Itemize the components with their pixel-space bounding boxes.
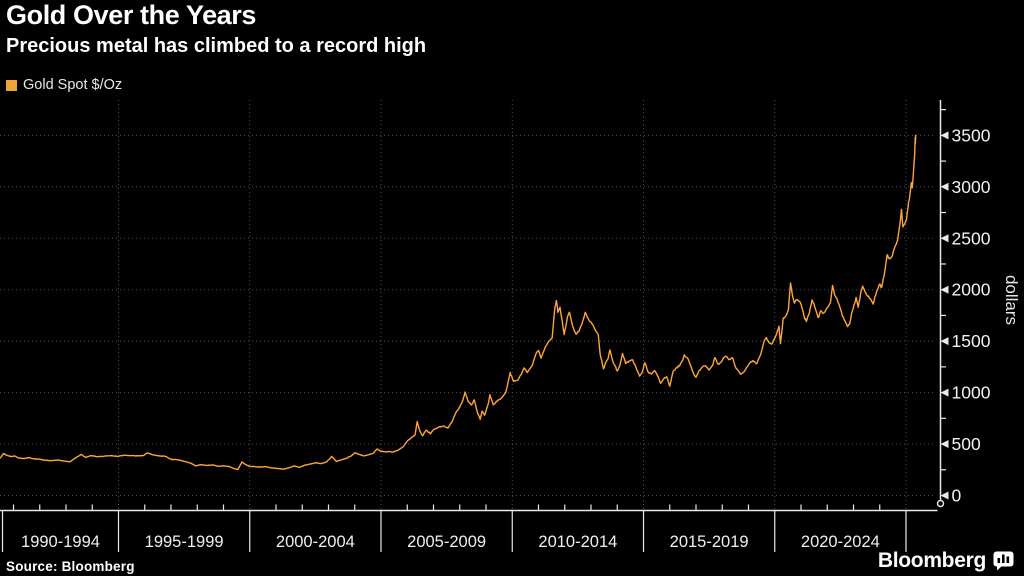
y-axis-major-tick [940,388,949,397]
y-axis-major-tick [940,234,949,243]
y-axis-major-tick [940,131,949,140]
x-axis-group-label: 1990-1994 [21,533,100,551]
y-axis-major-tick [940,491,949,500]
chart-title: Gold Over the Years [6,0,257,30]
source-attribution: Source: Bloomberg [6,559,135,574]
y-axis-end-circle [936,499,945,508]
x-axis-group-label: 2015-2019 [670,533,749,551]
y-axis-tick-label: 1000 [952,383,991,403]
x-axis-group-label: 2005-2009 [407,533,486,551]
y-axis-tick-label: 500 [952,434,981,454]
legend-series-label: Gold Spot $/Oz [23,77,123,93]
y-axis-major-tick [940,337,949,346]
x-axis-group-label: 2010-2014 [538,533,617,551]
x-axis-group-label: 2000-2004 [276,533,355,551]
y-axis-major-tick [940,182,949,191]
x-axis-group-label: 1995-1999 [145,533,224,551]
y-axis-tick-label: 3000 [952,177,991,197]
bloomberg-bubble-chart-icon [993,551,1014,571]
y-axis-tick-label: 3500 [952,125,991,145]
x-axis-group-label: 2020-2024 [801,533,880,551]
bloomberg-logo: Bloomberg [878,549,1014,573]
y-axis-tick-label: 0 [952,486,962,506]
gold-price-line [0,134,917,471]
y-axis-tick-label: 2500 [952,228,991,248]
y-axis-title: dollars [1002,275,1021,325]
y-axis-major-tick [940,285,949,294]
bloomberg-wordmark: Bloomberg [877,549,986,572]
chart-legend: Gold Spot $/Oz [6,77,122,93]
y-axis-tick-label: 2000 [952,280,991,300]
chart-subtitle: Precious metal has climbed to a record h… [6,35,427,57]
y-axis-major-tick [940,440,949,449]
legend-swatch-icon [6,79,17,91]
y-axis-tick-label: 1500 [952,331,991,351]
